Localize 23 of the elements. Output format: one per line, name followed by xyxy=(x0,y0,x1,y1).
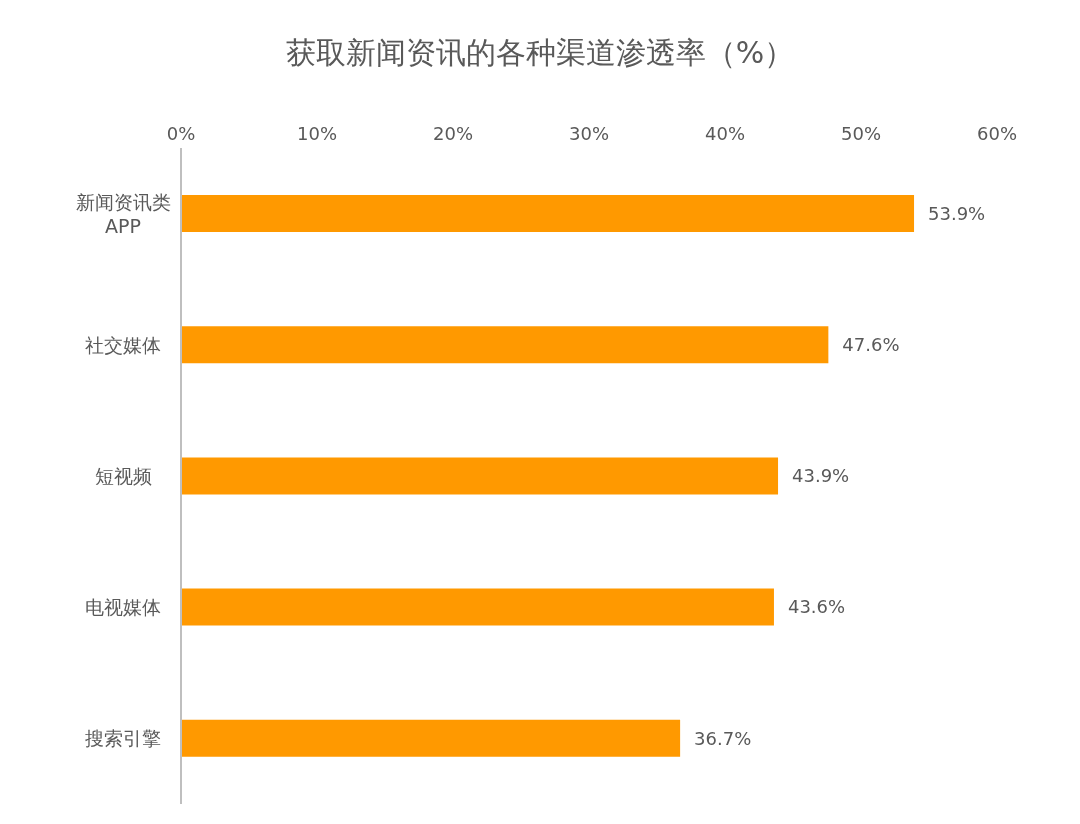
x-tick-label: 60% xyxy=(976,123,1018,144)
y-tick-label: 电视媒体 xyxy=(85,596,161,619)
x-tick-label: 50% xyxy=(840,123,882,144)
data-label: 43.9% xyxy=(792,465,850,487)
y-tick-label: 搜索引擎 xyxy=(85,727,161,750)
bar xyxy=(181,326,829,364)
x-tick-label: 20% xyxy=(432,123,474,144)
x-tick-label: 10% xyxy=(296,123,338,144)
data-label: 47.6% xyxy=(842,334,900,356)
bar xyxy=(181,195,915,232)
y-tick-label: 社交媒体 xyxy=(85,333,161,356)
x-tick-label: 30% xyxy=(568,123,610,144)
chart-title: 获取新闻资讯的各种渠道渗透率（%） xyxy=(284,33,796,72)
bar xyxy=(181,719,681,757)
data-label: 43.6% xyxy=(787,596,846,618)
bar xyxy=(181,457,779,495)
data-label: 36.7% xyxy=(694,727,752,749)
y-tick-label: 新闻资讯类APP xyxy=(75,190,171,237)
x-tick-label: 40% xyxy=(704,123,746,144)
data-label: 53.9% xyxy=(928,202,986,224)
y-tick-label: 短视频 xyxy=(94,465,152,487)
bar xyxy=(181,588,774,626)
x-tick-label: 0% xyxy=(166,123,196,144)
